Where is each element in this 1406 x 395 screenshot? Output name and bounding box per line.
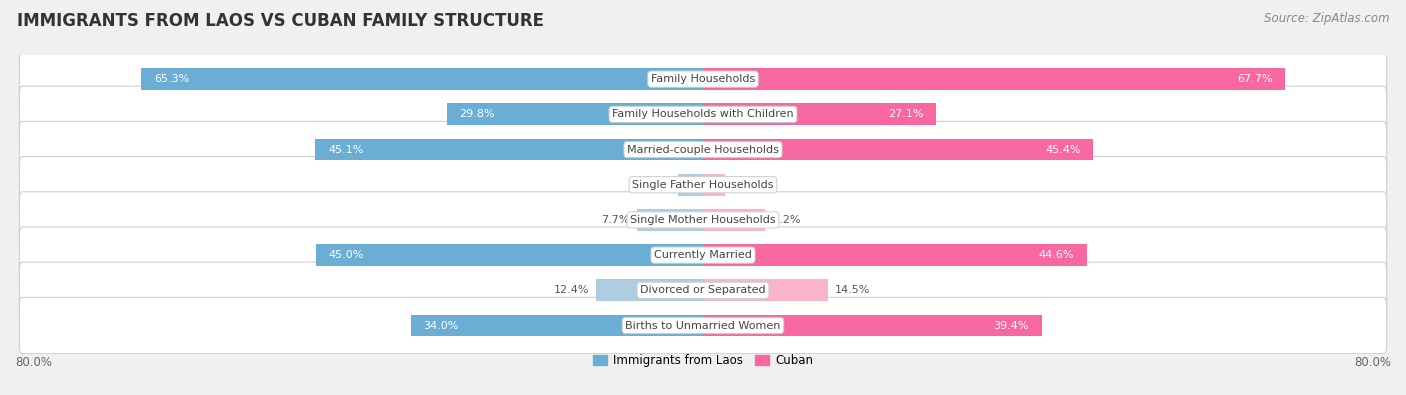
Text: 14.5%: 14.5% xyxy=(835,285,870,295)
Bar xyxy=(316,244,703,266)
Bar xyxy=(703,139,1094,160)
Text: 65.3%: 65.3% xyxy=(155,74,190,84)
Bar xyxy=(703,68,1285,90)
Text: Divorced or Separated: Divorced or Separated xyxy=(640,285,766,295)
Text: Single Mother Households: Single Mother Households xyxy=(630,215,776,225)
Text: IMMIGRANTS FROM LAOS VS CUBAN FAMILY STRUCTURE: IMMIGRANTS FROM LAOS VS CUBAN FAMILY STR… xyxy=(17,12,544,30)
Text: 27.1%: 27.1% xyxy=(887,109,924,119)
Text: 34.0%: 34.0% xyxy=(423,320,458,331)
Text: 44.6%: 44.6% xyxy=(1038,250,1074,260)
Bar xyxy=(703,244,1087,266)
FancyBboxPatch shape xyxy=(20,86,1386,143)
FancyBboxPatch shape xyxy=(20,262,1386,318)
Text: 45.1%: 45.1% xyxy=(328,145,363,154)
Bar xyxy=(596,279,703,301)
Text: Source: ZipAtlas.com: Source: ZipAtlas.com xyxy=(1264,12,1389,25)
FancyBboxPatch shape xyxy=(20,51,1386,107)
Text: Married-couple Households: Married-couple Households xyxy=(627,145,779,154)
Text: Single Father Households: Single Father Households xyxy=(633,180,773,190)
Text: 29.8%: 29.8% xyxy=(460,109,495,119)
Text: 2.6%: 2.6% xyxy=(733,180,761,190)
Text: 12.4%: 12.4% xyxy=(554,285,589,295)
Text: 45.0%: 45.0% xyxy=(329,250,364,260)
Bar xyxy=(703,209,765,231)
Bar xyxy=(142,68,703,90)
Text: 45.4%: 45.4% xyxy=(1045,145,1081,154)
Bar xyxy=(411,314,703,337)
Text: 80.0%: 80.0% xyxy=(15,356,52,369)
Text: Family Households with Children: Family Households with Children xyxy=(612,109,794,119)
FancyBboxPatch shape xyxy=(20,121,1386,178)
Text: 39.4%: 39.4% xyxy=(994,320,1029,331)
Bar xyxy=(678,174,703,196)
FancyBboxPatch shape xyxy=(20,192,1386,248)
Bar xyxy=(703,174,725,196)
Bar xyxy=(315,139,703,160)
Text: 7.2%: 7.2% xyxy=(772,215,800,225)
Text: Currently Married: Currently Married xyxy=(654,250,752,260)
Text: Births to Unmarried Women: Births to Unmarried Women xyxy=(626,320,780,331)
Bar xyxy=(637,209,703,231)
Text: Family Households: Family Households xyxy=(651,74,755,84)
FancyBboxPatch shape xyxy=(20,227,1386,283)
Text: 2.9%: 2.9% xyxy=(643,180,671,190)
Legend: Immigrants from Laos, Cuban: Immigrants from Laos, Cuban xyxy=(588,349,818,372)
Bar xyxy=(703,103,936,125)
Bar xyxy=(703,279,828,301)
Bar xyxy=(447,103,703,125)
Text: 7.7%: 7.7% xyxy=(602,215,630,225)
Text: 80.0%: 80.0% xyxy=(1354,356,1391,369)
FancyBboxPatch shape xyxy=(20,297,1386,354)
Text: 67.7%: 67.7% xyxy=(1237,74,1272,84)
FancyBboxPatch shape xyxy=(20,156,1386,213)
Bar xyxy=(703,314,1042,337)
